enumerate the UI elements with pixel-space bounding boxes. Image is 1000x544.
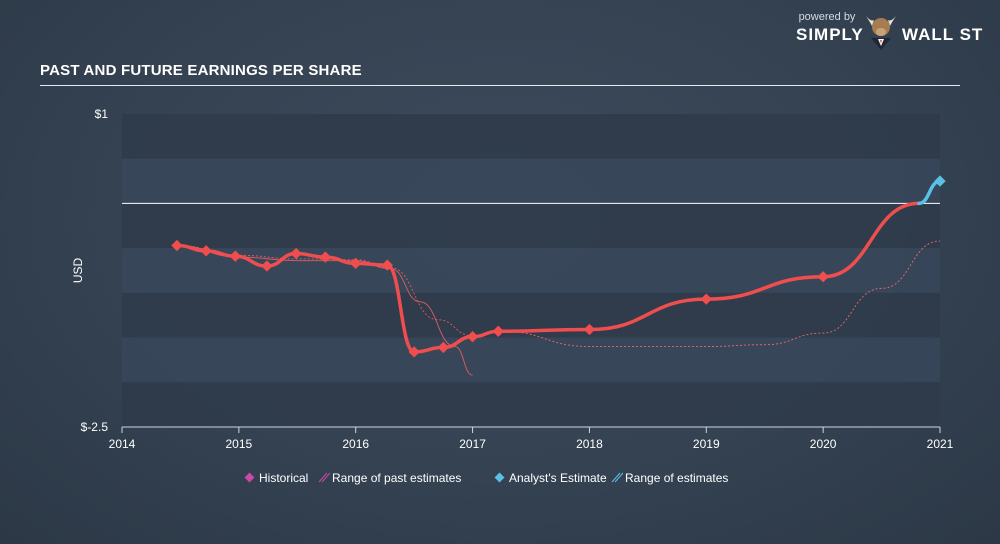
historical-point	[437, 341, 450, 354]
grid-band	[122, 382, 940, 427]
historical-marker-icon	[244, 472, 255, 483]
y-tick-label: $-2.5	[81, 420, 109, 434]
legend-item-historical[interactable]: Historical	[244, 471, 309, 485]
x-tick-label: 2021	[927, 437, 954, 451]
y-axis-label: USD	[71, 258, 85, 284]
historical-point	[290, 247, 302, 260]
brand-name-left: SIMPLY	[796, 25, 864, 44]
legend-label-range-past: Range of past estimates	[332, 471, 462, 485]
historical-point	[171, 239, 183, 252]
x-tick-label: 2019	[693, 437, 720, 451]
brand-name-right: WALL ST	[902, 25, 984, 44]
legend-label-historical: Historical	[259, 471, 309, 485]
brand-logo-block: powered by SIMPLY WALL ST	[796, 10, 986, 50]
historical-point	[492, 325, 504, 337]
x-tick-label: 2018	[576, 437, 603, 451]
hatch-future-icon	[611, 472, 624, 483]
powered-by-text: powered by	[798, 11, 856, 23]
historical-point	[261, 260, 273, 272]
grid-band	[122, 337, 940, 383]
hatch-past-icon	[318, 472, 331, 483]
estimate-point	[934, 175, 946, 187]
historical-point	[700, 293, 712, 305]
historical-point	[381, 259, 393, 271]
title-divider	[40, 85, 960, 86]
historical-point	[583, 323, 596, 336]
legend-label-range-estimates: Range of estimates	[625, 471, 729, 485]
estimate-marker-icon	[494, 472, 505, 483]
historical-point	[350, 257, 362, 270]
legend-item-range-estimates[interactable]: Range of estimates	[611, 471, 728, 485]
x-tick-label: 2020	[810, 437, 837, 451]
legend-item-range-past[interactable]: Range of past estimates	[318, 471, 461, 485]
historical-point	[408, 346, 420, 358]
historical-point	[817, 271, 829, 283]
historical-point	[466, 331, 479, 343]
grid-band	[122, 114, 940, 159]
bull-logo-icon	[866, 16, 896, 50]
x-tick-label: 2017	[459, 437, 486, 451]
grid-band	[122, 248, 940, 293]
legend-item-analyst-estimate[interactable]: Analyst's Estimate	[494, 471, 607, 485]
grid-band	[122, 203, 940, 249]
x-tick-label: 2014	[109, 437, 136, 451]
range-upper-curve	[501, 240, 941, 347]
x-tick-label: 2015	[226, 437, 253, 451]
legend-label-analyst-estimate: Analyst's Estimate	[509, 471, 607, 485]
grid-band	[122, 158, 940, 204]
historical-point	[200, 245, 212, 257]
y-tick-label: $1	[95, 107, 109, 121]
x-tick-label: 2016	[342, 437, 369, 451]
chart-title: PAST AND FUTURE EARNINGS PER SHARE	[40, 62, 362, 79]
